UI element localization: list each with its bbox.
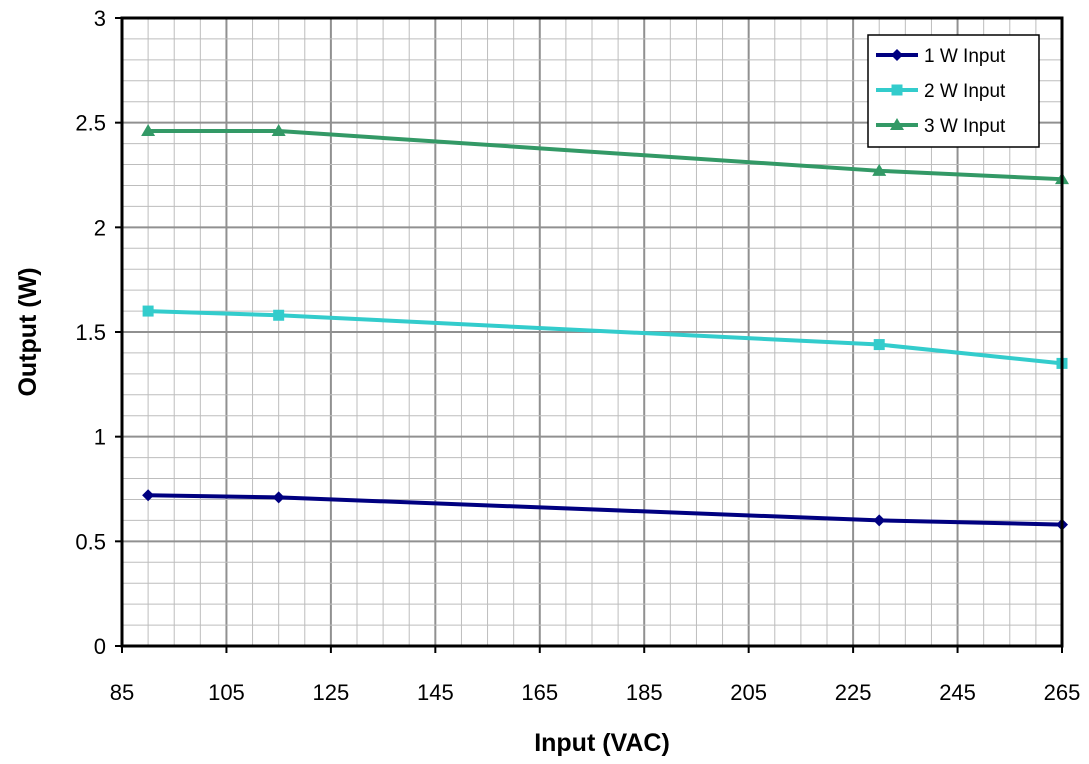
y-tick-label: 1 [94, 425, 106, 450]
data-point [141, 124, 156, 137]
series-line [148, 493, 1063, 527]
legend-marker [891, 49, 903, 61]
x-tick-label: 265 [1044, 680, 1081, 705]
x-tick-label: 85 [110, 680, 134, 705]
data-point [873, 339, 885, 351]
data-point [272, 491, 285, 504]
series-line [148, 309, 1063, 366]
legend-entry: 3 W Input [876, 116, 1006, 137]
y-tick-label: 0 [94, 634, 106, 659]
series-line [148, 129, 1063, 182]
data-point [142, 489, 155, 502]
x-tick-label: 165 [521, 680, 558, 705]
y-tick-label: 1.5 [75, 320, 106, 345]
tick-labels: 85 105 125 145 165 185 205 225 245 265 0 0.5 1 1.5 2 2.… [75, 6, 1080, 705]
legend-label: 2 W Input [924, 81, 1006, 102]
x-tick-label: 125 [313, 680, 350, 705]
legend: 1 W Input 2 W Input 3 W Input [867, 34, 1040, 148]
data-point [271, 124, 286, 137]
legend-entry: 2 W Input [876, 81, 1006, 102]
x-tick-label: 205 [730, 680, 767, 705]
x-tick-label: 225 [835, 680, 872, 705]
y-tick-label: 3 [94, 6, 106, 31]
x-axis-title: Input (VAC) [534, 729, 670, 757]
y-tick-label: 0.5 [75, 529, 106, 554]
x-tick-label: 245 [939, 680, 976, 705]
y-tick-label: 2.5 [75, 111, 106, 136]
series-3 [141, 124, 1069, 185]
data-point [142, 305, 154, 317]
legend-label: 1 W Input [924, 46, 1006, 67]
legend-marker [891, 84, 903, 96]
y-axis-title: Output (W) [14, 267, 42, 396]
data-point [872, 163, 887, 176]
data-point [873, 514, 886, 527]
legend-entry: 1 W Input [876, 46, 1006, 67]
series-layer [141, 124, 1069, 531]
data-point [273, 309, 285, 321]
legend-marker [890, 118, 904, 130]
x-tick-label: 105 [208, 680, 245, 705]
y-tick-label: 2 [94, 215, 106, 240]
legend-label: 3 W Input [924, 116, 1006, 137]
x-tick-label: 185 [626, 680, 663, 705]
x-tick-label: 145 [417, 680, 454, 705]
